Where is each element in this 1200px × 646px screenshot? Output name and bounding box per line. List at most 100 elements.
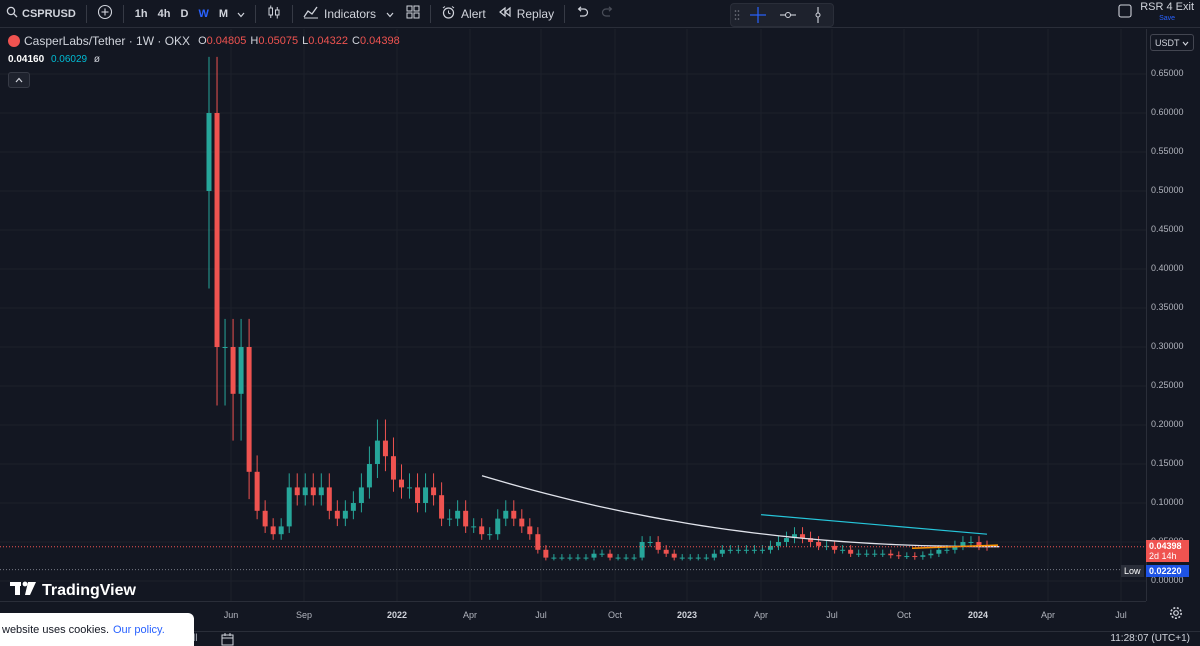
candle-body [431, 487, 437, 496]
timeframe-range-partial[interactable]: ll [193, 633, 198, 644]
candle-body [631, 557, 637, 559]
cookie-banner: website uses cookies. Our policy. [0, 613, 194, 646]
candle-body [711, 553, 717, 558]
candle-body [904, 556, 910, 558]
candle-body [623, 557, 629, 559]
candle-body [743, 549, 749, 551]
chevron-up-icon [15, 75, 23, 86]
candle-body [727, 549, 733, 551]
clock-timezone[interactable]: 11:28:07 (UTC+1) [1110, 633, 1190, 644]
candle-body [519, 518, 525, 527]
candlestick-icon [266, 4, 282, 23]
currency-selector[interactable]: USDT [1150, 34, 1194, 51]
candle-body [222, 347, 228, 348]
current-price-label: 0.04398 2d 14h [1146, 540, 1189, 562]
compare-button[interactable] [91, 0, 119, 28]
candle-body [382, 440, 388, 457]
low-tag-label: Low [1124, 566, 1141, 576]
candle-body [591, 553, 597, 558]
replay-button[interactable]: Replay [492, 0, 560, 28]
vertical-line-icon[interactable] [803, 6, 833, 24]
timeframe-w[interactable]: W [198, 7, 209, 20]
time-tick-label: 2024 [967, 610, 989, 620]
toolbar-divider [122, 4, 124, 23]
save-status[interactable]: Save [1159, 15, 1176, 22]
chevron-down-icon[interactable] [233, 7, 249, 21]
symbol-search[interactable]: CSPRUSD [0, 0, 82, 28]
timeframe-1h[interactable]: 1h [134, 7, 148, 20]
alarm-clock-icon [441, 5, 456, 23]
indicators-button[interactable]: Indicators [297, 0, 400, 28]
candle-body [495, 518, 501, 535]
candle-body [687, 557, 693, 559]
candle-body [936, 549, 942, 554]
time-axis[interactable]: Jun Sep 2022 Apr Jul Oct 2023 Apr Jul Oct 2024 Apr J… [0, 601, 1146, 631]
timeframe-d[interactable]: D [180, 7, 189, 20]
bottom-bar: ll 11:28:07 (UTC+1) [0, 631, 1200, 646]
time-tick-label: 2022 [386, 610, 408, 620]
candle-body [759, 549, 765, 551]
layout-menu[interactable]: RSR 4 Exit Save [1118, 2, 1194, 24]
price-tick-label: 0.20000 [1151, 419, 1184, 429]
price-tick-label: 0.30000 [1151, 341, 1184, 351]
candle-body [262, 510, 268, 527]
bar-countdown: 2d 14h [1149, 551, 1177, 561]
candle-body [559, 557, 565, 559]
price-scale[interactable] [1146, 29, 1200, 601]
chart-type-button[interactable] [260, 0, 288, 28]
candle-body [366, 464, 372, 488]
time-tick-label: Oct [607, 610, 623, 620]
time-tick-label: Apr [1040, 610, 1056, 620]
candle-body [334, 510, 340, 519]
undo-button[interactable] [569, 0, 595, 28]
candle-body [374, 440, 380, 464]
price-tick-label: 0.15000 [1151, 458, 1184, 468]
trendline-upper [760, 514, 988, 535]
calendar-icon[interactable] [221, 632, 234, 646]
chart-pane[interactable] [0, 29, 1146, 601]
axis-settings-button[interactable] [1168, 605, 1184, 626]
candle-body [310, 487, 316, 496]
candle-body [407, 487, 413, 489]
chevron-down-icon [1182, 38, 1189, 48]
candle-body [888, 553, 894, 556]
fullscreen-icon[interactable] [1118, 3, 1132, 23]
crosshair-icon[interactable] [743, 6, 773, 24]
indicators-label: Indicators [324, 6, 377, 21]
time-tick-label: Sep [295, 610, 313, 620]
time-tick-label: Apr [753, 610, 769, 620]
dot-line-icon[interactable] [773, 10, 803, 20]
price-tick-label: 0.65000 [1151, 68, 1184, 78]
legend-title[interactable]: CasperLabs/Tether · 1W · OKX [24, 34, 191, 48]
candle-body [808, 538, 814, 542]
cookie-policy-link[interactable]: Our policy. [113, 623, 165, 636]
candle-body [487, 534, 493, 536]
alert-button[interactable]: Alert [435, 0, 492, 28]
candle-body [463, 510, 469, 527]
candle-body [254, 471, 260, 511]
timeframe-m[interactable]: M [218, 7, 228, 20]
price-tick-label: 0.45000 [1151, 224, 1184, 234]
redo-button[interactable] [595, 0, 621, 28]
high-value: 0.05075 [258, 35, 299, 47]
toolbar-divider [255, 4, 256, 23]
candle-body [543, 549, 549, 558]
tradingview-logo[interactable]: TradingView [10, 580, 136, 601]
candle-body [423, 487, 429, 503]
open-label: O [198, 35, 207, 47]
candle-body [447, 518, 453, 520]
candle-body [848, 549, 854, 554]
collapse-legend-button[interactable] [8, 72, 30, 88]
drag-handle-icon[interactable] [731, 9, 743, 21]
candle-body [703, 557, 709, 559]
candle-body [912, 556, 918, 558]
candle-body [615, 557, 621, 559]
candle-body [719, 549, 725, 554]
open-value: 0.04805 [206, 35, 247, 47]
templates-button[interactable] [400, 0, 426, 28]
candle-body [318, 487, 324, 496]
price-chart [0, 29, 1146, 601]
candle-body [856, 553, 862, 555]
undo-icon [575, 6, 589, 21]
timeframe-4h[interactable]: 4h [157, 7, 171, 20]
